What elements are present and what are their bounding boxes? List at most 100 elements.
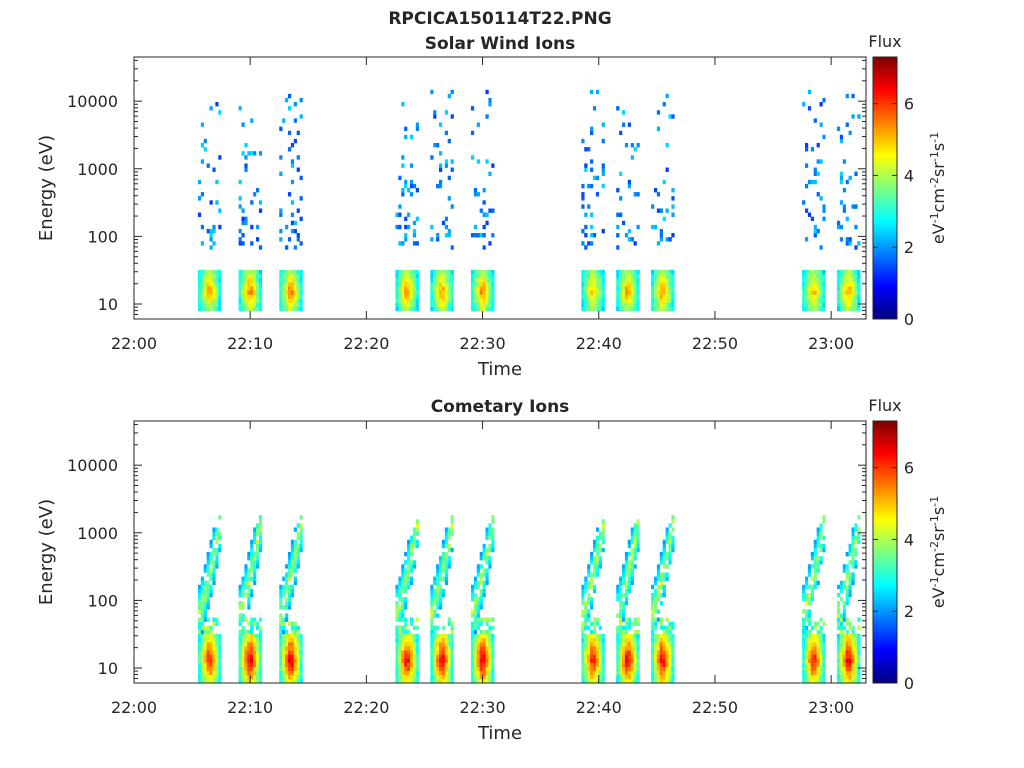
heatmap-cell — [601, 278, 605, 283]
heatmap-cell — [598, 646, 602, 651]
heatmap-cell — [810, 662, 815, 667]
heatmap-cell — [813, 282, 817, 287]
heatmap-cell — [848, 666, 852, 672]
heatmap-cell — [415, 678, 419, 684]
heatmap-cell — [279, 584, 283, 590]
heatmap-cell — [395, 601, 399, 606]
heatmap-cell — [842, 286, 846, 291]
heatmap-cell — [398, 674, 402, 680]
heatmap-cell — [470, 588, 475, 594]
heatmap-cell — [296, 298, 300, 303]
heatmap-cell — [601, 167, 605, 172]
heatmap-cell — [256, 290, 260, 295]
heatmap-cell — [296, 633, 300, 639]
heatmap-cell — [447, 535, 451, 541]
heatmap-cell — [619, 674, 623, 680]
heatmap-cell — [665, 142, 669, 148]
heatmap-cell — [482, 556, 486, 561]
heatmap-cell — [212, 580, 216, 586]
heatmap-cell — [398, 592, 402, 598]
heatmap-cell — [807, 286, 812, 291]
heatmap-cell — [412, 294, 417, 299]
heatmap-cell — [857, 658, 861, 663]
heatmap-cell — [482, 294, 486, 299]
heatmap-cell — [482, 584, 486, 590]
heatmap-cell — [616, 212, 620, 217]
heatmap-cell — [592, 588, 597, 594]
heatmap-cell — [209, 552, 213, 557]
heatmap-cell — [595, 175, 600, 181]
heatmap-cell — [473, 233, 478, 238]
heatmap-cell — [630, 568, 634, 573]
heatmap-cell — [854, 224, 858, 230]
heatmap-cell — [197, 278, 202, 283]
heatmap-cell — [439, 302, 443, 308]
heatmap-cell — [250, 650, 254, 655]
heatmap-cell — [279, 278, 283, 283]
heatmap-cell — [819, 298, 823, 303]
heatmap-cell — [816, 642, 820, 647]
x-tick-label: 22:20 — [343, 334, 389, 353]
heatmap-cell — [415, 527, 419, 532]
heatmap-cell — [581, 592, 585, 598]
heatmap-cell — [238, 613, 242, 618]
heatmap-cell — [293, 658, 297, 663]
heatmap-cell — [444, 130, 449, 136]
heatmap-cell — [802, 646, 806, 651]
heatmap-cell — [482, 617, 486, 622]
heatmap-cell — [592, 617, 597, 622]
heatmap-cell — [441, 302, 446, 308]
heatmap-cell — [624, 625, 629, 631]
heatmap-cell — [479, 674, 483, 680]
heatmap-cell — [619, 588, 623, 594]
heatmap-cell — [401, 564, 405, 569]
heatmap-cell — [279, 237, 283, 242]
heatmap-cell — [624, 286, 629, 291]
heatmap-cell — [671, 188, 675, 193]
heatmap-cell — [590, 294, 594, 299]
heatmap-cell — [439, 282, 443, 287]
heatmap-cell — [636, 658, 640, 663]
heatmap-cell — [203, 302, 207, 308]
heatmap-cell — [395, 269, 399, 275]
heatmap-cell — [200, 592, 205, 598]
heatmap-cell — [415, 298, 419, 303]
colorbar — [872, 56, 898, 320]
heatmap-cell — [636, 633, 640, 639]
heatmap-cell — [587, 273, 591, 279]
heatmap-cell — [630, 654, 634, 659]
heatmap-cell — [241, 601, 245, 606]
heatmap-cell — [659, 637, 663, 643]
heatmap-cell — [430, 224, 434, 230]
heatmap-cell — [624, 597, 629, 602]
heatmap-cell — [805, 658, 809, 663]
heatmap-cell — [848, 294, 852, 299]
heatmap-cell — [624, 584, 629, 590]
heatmap-cell — [822, 216, 826, 222]
heatmap-cell — [287, 564, 292, 569]
heatmap-cell — [433, 306, 437, 312]
heatmap-cell — [813, 273, 817, 279]
heatmap-cell — [665, 298, 669, 303]
heatmap-cell — [404, 282, 408, 287]
heatmap-cell — [398, 302, 402, 308]
heatmap-cell — [285, 617, 289, 622]
heatmap-cell — [601, 666, 605, 672]
heatmap-cell — [441, 662, 446, 667]
heatmap-cell — [209, 674, 213, 680]
heatmap-cell — [200, 613, 205, 618]
heatmap-cell — [412, 678, 417, 684]
heatmap-cell — [450, 650, 454, 655]
heatmap-cell — [206, 163, 210, 168]
heatmap-cell — [805, 592, 809, 598]
heatmap-cell — [293, 666, 297, 672]
heatmap-cell — [476, 617, 480, 622]
heatmap-cell — [450, 621, 454, 626]
heatmap-cell — [238, 282, 242, 287]
heatmap-cell — [665, 527, 669, 532]
heatmap-cell — [622, 605, 626, 610]
heatmap-cell — [279, 629, 283, 635]
heatmap-cell — [299, 282, 303, 287]
heatmap-cell — [485, 617, 489, 622]
heatmap-cell — [656, 662, 661, 667]
